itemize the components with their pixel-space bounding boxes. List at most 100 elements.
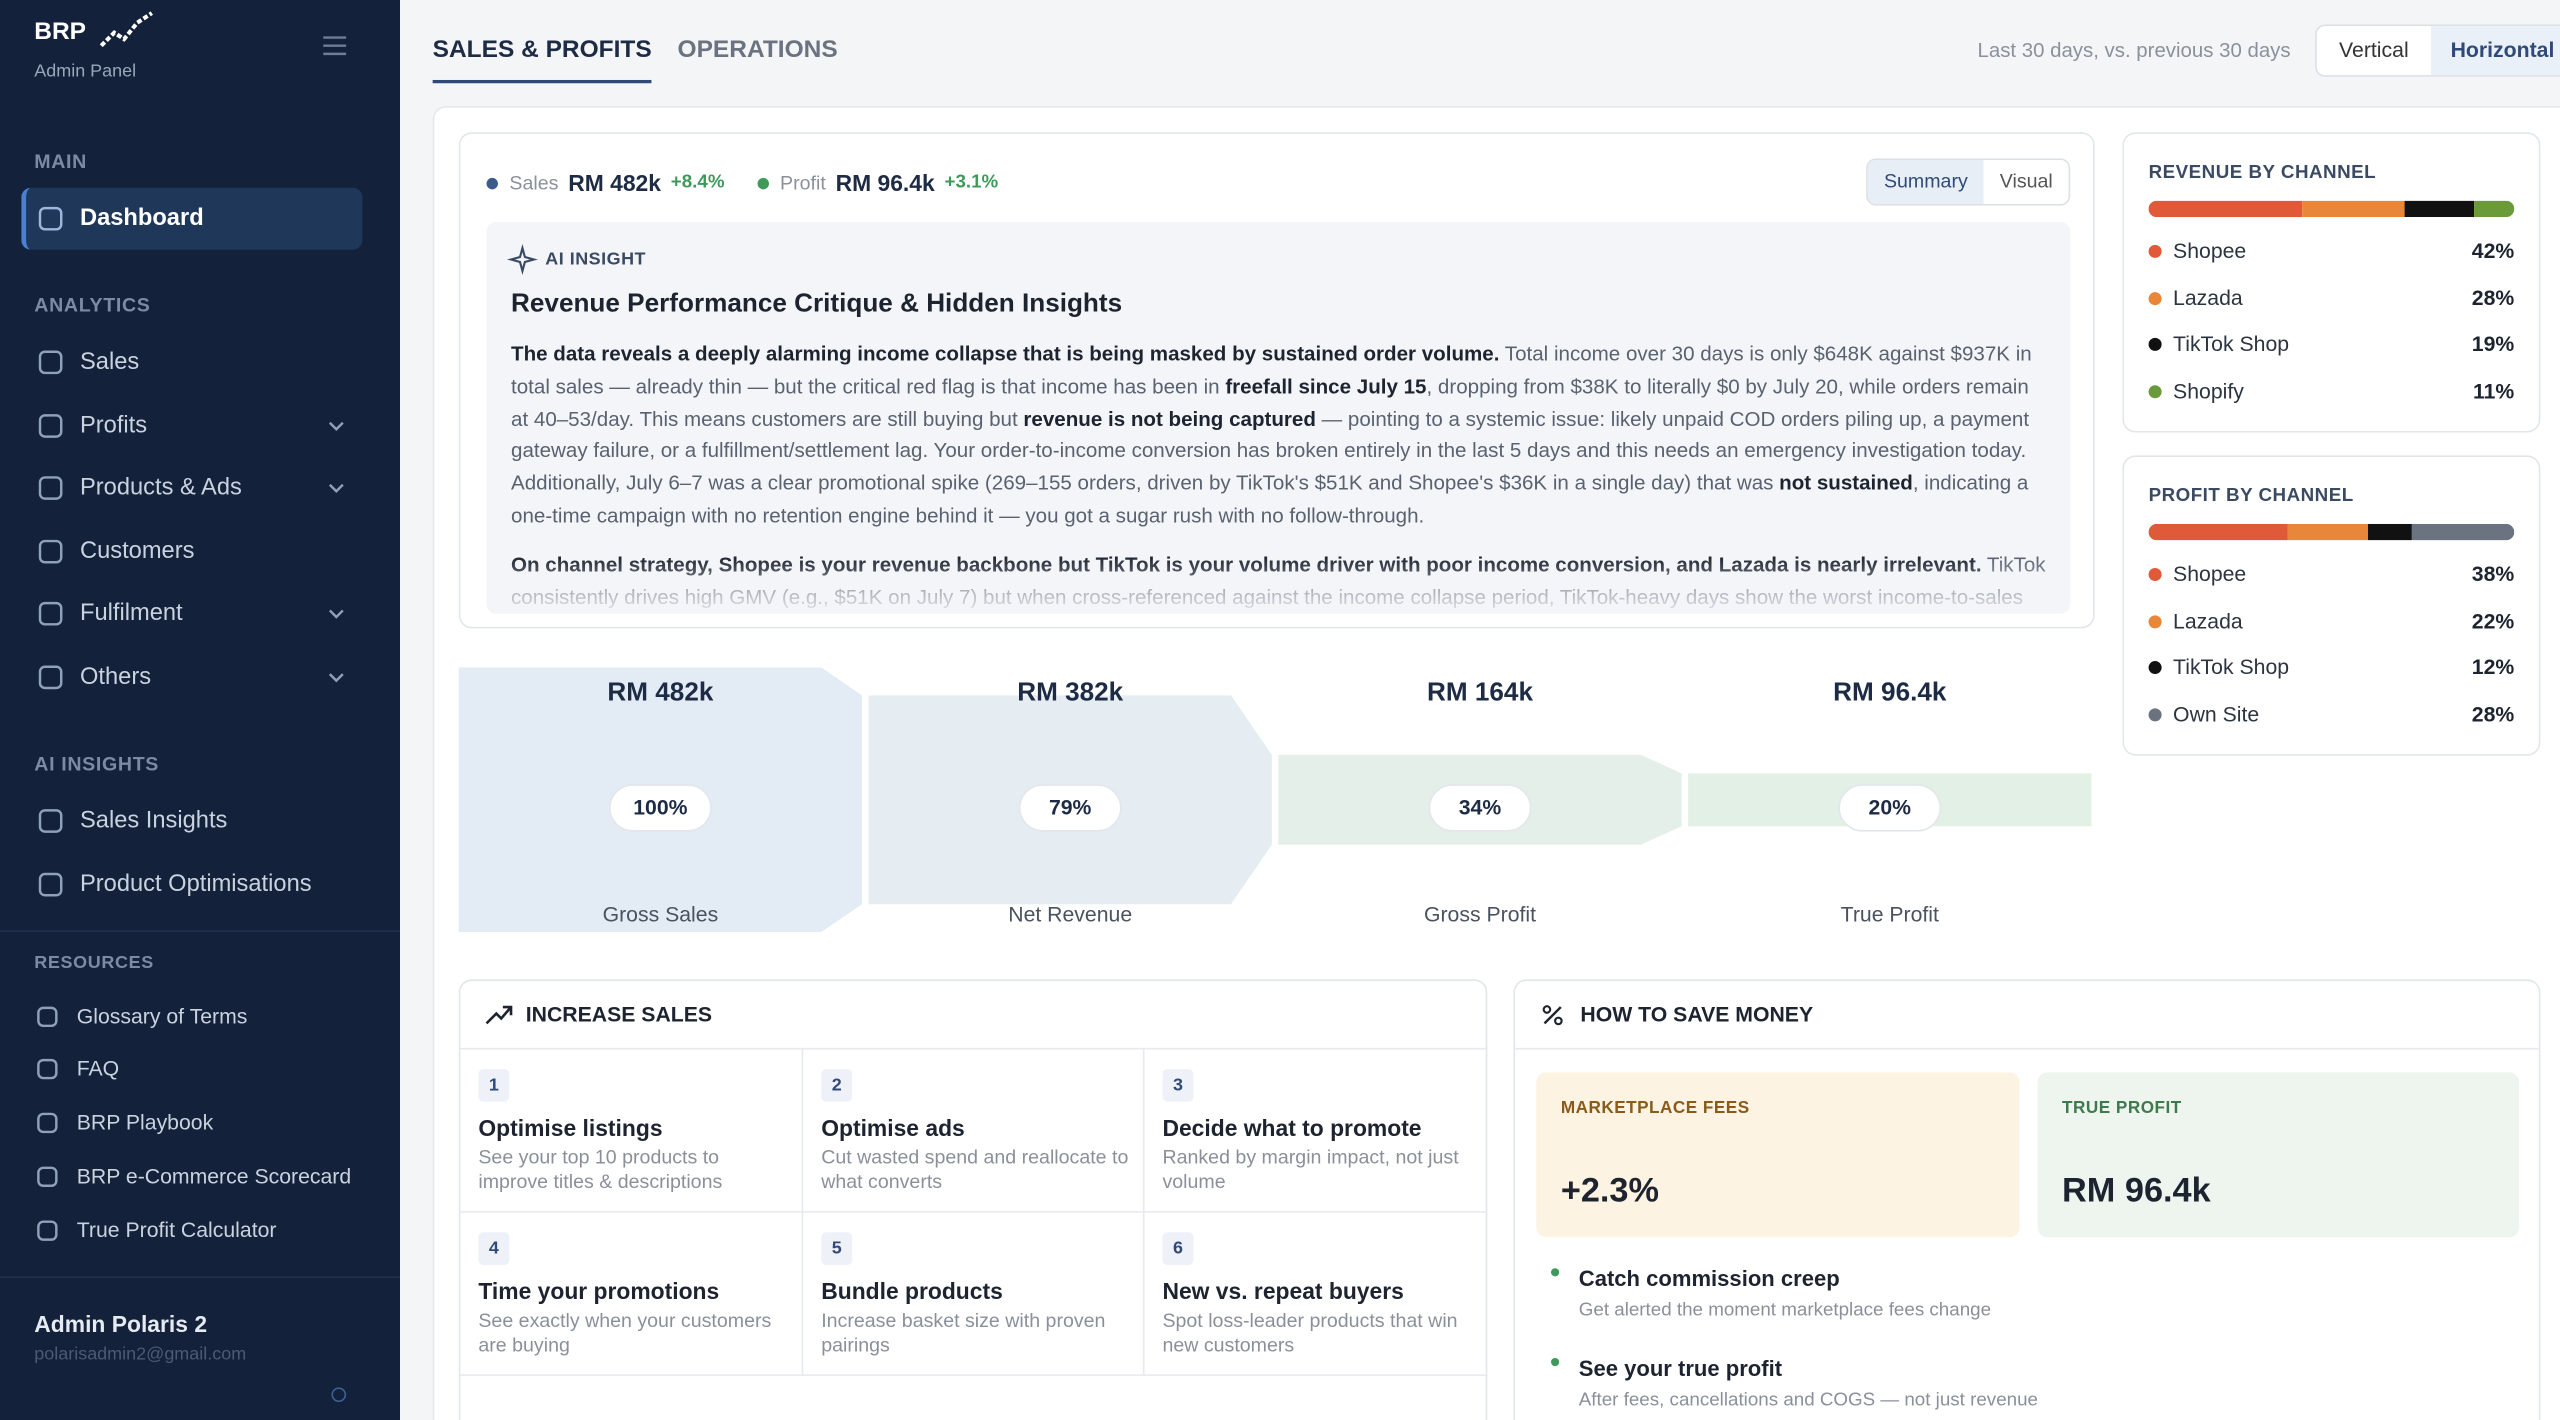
toggle-option[interactable]: Visual: [1984, 159, 2069, 205]
segments: [2148, 200, 2515, 218]
user-email: polarisadmin2@gmail.com: [34, 1344, 247, 1365]
divider: [460, 1047, 1486, 1050]
icon: [37, 1113, 58, 1134]
nav-item[interactable]: Dashboard: [21, 187, 363, 250]
text-run: , indicating a one-time campaign with no…: [511, 472, 2029, 528]
chevron-shape: [328, 484, 344, 494]
action-card[interactable]: 4 Time your promotions See exactly when yo…: [460, 1212, 804, 1376]
share-segment: [2148, 523, 2288, 541]
divider: [1515, 1047, 2539, 1050]
metric-change: +8.4%: [670, 173, 725, 193]
text-run: freefall since July 15: [1225, 375, 1427, 398]
insight-title: Revenue Performance Critique & Hidden In…: [511, 290, 1123, 319]
card-title: HOW TO SAVE MONEY: [1580, 1002, 1814, 1027]
nav-item[interactable]: Fulfilment: [21, 583, 362, 645]
text-run: , dropping from $38K to literally $0 by …: [511, 375, 2029, 431]
stage-amount: RM 382k: [1017, 677, 1123, 707]
action-card[interactable]: 3 Decide what to promote Ranked by margin …: [1144, 1049, 1486, 1213]
brand: BRP: [34, 17, 86, 46]
chevron: [328, 610, 344, 620]
resource-link[interactable]: Glossary of Terms: [21, 992, 372, 1041]
stage-percent: 34%: [1459, 796, 1502, 819]
tab[interactable]: SALES & PROFITS: [432, 33, 652, 84]
icon: [37, 1220, 58, 1241]
menu-button[interactable]: [323, 36, 347, 56]
insight-box: AI INSIGHT Revenue Performance Critique &…: [486, 221, 2071, 614]
legend-dot: [2148, 707, 2162, 721]
trend-shape: [485, 1006, 513, 1025]
channel-name: Shopee: [2173, 561, 2247, 586]
action-card[interactable]: 5 Bundle products Increase basket size wit…: [803, 1212, 1145, 1376]
action-card[interactable]: 2 Optimise ads Cut wasted spend and reallo…: [803, 1049, 1145, 1213]
user-name: Admin Polaris 2: [34, 1310, 208, 1337]
legend-dot: [2148, 661, 2162, 675]
icon: [37, 1005, 58, 1027]
resource-label: BRP e-Commerce Scorecard: [76, 1163, 352, 1189]
toggle-option[interactable]: Horizontal: [2431, 26, 2560, 76]
status-dot: [331, 1387, 347, 1403]
channel-share: 19%: [2471, 331, 2515, 356]
resource-label: FAQ: [76, 1056, 120, 1082]
icon-shape: [38, 413, 63, 438]
tip-bullet: [1551, 1357, 1560, 1367]
resource-link[interactable]: True Profit Calculator: [21, 1206, 372, 1255]
metric-tile: MARKETPLACE FEES +2.3%: [1536, 1072, 2020, 1238]
icon-shape: [37, 1220, 58, 1241]
channel-name: TikTok Shop: [2173, 331, 2290, 356]
action-description: Increase basket size with proven pairing…: [821, 1309, 1106, 1357]
icon-shape: [38, 206, 63, 231]
share-segment: [2148, 200, 2303, 218]
nav-label: Profits: [79, 412, 148, 439]
action-title: Optimise listings: [478, 1114, 663, 1141]
channel-name: Lazada: [2173, 284, 2243, 310]
tab[interactable]: OPERATIONS: [677, 35, 838, 64]
channel-title: REVENUE BY CHANNEL: [2148, 163, 2377, 183]
resource-link[interactable]: BRP Playbook: [21, 1099, 372, 1148]
icon-shape: [38, 809, 63, 833]
resource-link[interactable]: BRP e-Commerce Scorecard: [21, 1152, 372, 1201]
tip-title: See your true profit: [1578, 1356, 1783, 1381]
channel-share: 38%: [2471, 561, 2515, 586]
chevron: [328, 421, 344, 431]
insight-label: AI INSIGHT: [545, 249, 646, 270]
trend-icon: [485, 1005, 513, 1025]
legend-dot: [757, 177, 769, 189]
period: Last 30 days, vs. previous 30 days: [1977, 39, 2291, 63]
nav-item[interactable]: Others: [21, 646, 362, 708]
text-run: — pointing to a systemic issue: likely u…: [511, 407, 2030, 495]
nav-label: Fulfilment: [79, 601, 183, 628]
toggle-option[interactable]: Vertical: [2339, 37, 2409, 63]
save-money-card: HOW TO SAVE MONEY MARKETPLACE FEES +2.3% TR…: [1513, 979, 2541, 1420]
action-title: Time your promotions: [478, 1277, 720, 1305]
nav-section-title: MAIN: [34, 150, 87, 174]
action-description: Cut wasted spend and reallocate to what …: [821, 1145, 1129, 1194]
nav-item[interactable]: Products & Ads: [21, 457, 362, 519]
icon: [38, 539, 63, 564]
channel-title: PROFIT BY CHANNEL: [2148, 486, 2354, 506]
tile-label: MARKETPLACE FEES: [1560, 1098, 1750, 1119]
stage-percent: 100%: [633, 796, 687, 819]
nav-item[interactable]: Customers: [21, 520, 362, 582]
legend-dot: [2148, 291, 2162, 305]
stage-name: True Profit: [1841, 903, 1939, 926]
nav-item[interactable]: Sales Insights: [21, 790, 362, 852]
tip-description: After fees, cancellations and COGS — not…: [1578, 1390, 2038, 1411]
funnel: RM 482k 100% Gross Sales RM 382k 79% Net Reve…: [458, 667, 2092, 932]
nav-item[interactable]: Sales: [21, 331, 362, 393]
toggle-option[interactable]: Summary: [1867, 159, 1985, 205]
action-card[interactable]: 6 New vs. repeat buyers Spot loss-leader p…: [1144, 1213, 1486, 1376]
share-bar: [2148, 523, 2515, 541]
icon-shape: [37, 1113, 58, 1134]
nav-label: Dashboard: [79, 205, 204, 232]
text-run: not sustained: [1779, 472, 1913, 495]
channel-name: Lazada: [2173, 607, 2243, 633]
nav-item[interactable]: Profits: [21, 394, 362, 456]
action-title: New vs. repeat buyers: [1162, 1277, 1404, 1305]
metric-name: Sales: [509, 171, 559, 195]
action-card[interactable]: 1 Optimise listings See your top 10 produc…: [460, 1049, 804, 1213]
resource-link[interactable]: FAQ: [21, 1045, 372, 1094]
channel-share: 28%: [2471, 284, 2515, 310]
nav-item[interactable]: Product Optimisations: [21, 853, 362, 915]
chevron-shape: [328, 610, 344, 620]
